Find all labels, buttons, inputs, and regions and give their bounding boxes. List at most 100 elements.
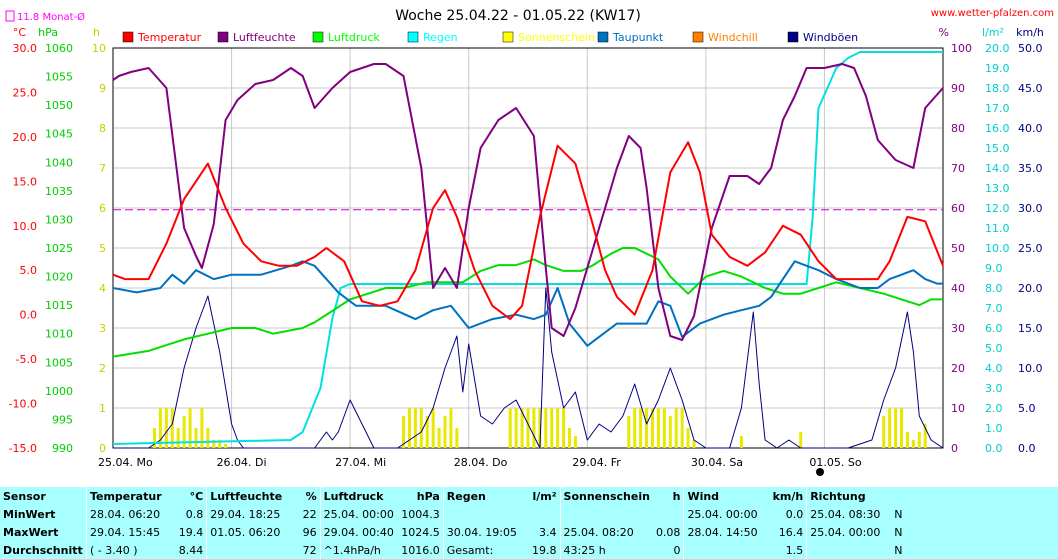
legend-label: Luftdruck <box>328 31 380 44</box>
pressure-axis-tick: 1050 <box>45 99 73 112</box>
x-axis-labels: 25.04. Mo 26.04. Di 27.04. Mi 28.04. Do 29.0… <box>98 456 862 469</box>
stats-cell: 1024.5 <box>401 525 440 539</box>
pressure-axis-tick: 1030 <box>45 213 73 226</box>
stats-cell: 0.8 <box>185 507 204 521</box>
rain-axis-tick: 17.0 <box>985 102 1010 115</box>
sunshine-bar <box>158 408 162 448</box>
wind-axis-tick: 15.0 <box>1018 322 1043 335</box>
temperature-axis-tick: 15.0 <box>13 175 38 188</box>
pressure-axis-tick: 1015 <box>45 299 73 312</box>
stats-cell: ^1.4hPa/h <box>319 541 399 559</box>
stats-cell <box>683 541 769 559</box>
legend-label: Windböen <box>803 31 858 44</box>
sunshine-axis-tick: 10 <box>92 42 106 55</box>
sunshine-bar <box>645 408 649 448</box>
sunshine-bar <box>218 440 222 448</box>
dewpoint-line <box>112 260 943 347</box>
humidity-axis-tick: 50 <box>951 242 965 255</box>
series-lines <box>112 51 944 449</box>
stats-cell: 1.5 <box>785 543 804 557</box>
stats-header-rain: Regen <box>442 487 525 505</box>
x-tick-label: 26.04. Di <box>217 456 267 469</box>
pressure-axis-tick: 1035 <box>45 185 73 198</box>
stats-header-hum-unit: % <box>305 489 317 503</box>
sunshine-bar <box>633 408 637 448</box>
x-tick-label: 27.04. Mi <box>335 456 386 469</box>
stats-cell: 29.04. 18:25 <box>206 505 292 523</box>
wind-axis-tick: 35.0 <box>1018 162 1043 175</box>
stats-cell: 29.04. 15:45 <box>85 523 173 541</box>
windgust-line <box>113 287 944 449</box>
stats-cell: 25.04. 08:20 <box>559 523 653 541</box>
sunshine-bar <box>437 428 441 448</box>
legend-swatch <box>787 31 799 43</box>
stats-header-rain-unit: l/m² <box>532 489 557 503</box>
stats-cell <box>559 505 653 523</box>
x-tick-label: 01.05. So <box>809 456 861 469</box>
humidity-axis-tick: 70 <box>951 162 965 175</box>
rain-axis-tick: 4.0 <box>985 362 1003 375</box>
rain-axis-tick: 13.0 <box>985 182 1010 195</box>
sunshine-bar <box>686 428 690 448</box>
sunshine-axis-tick: 1 <box>99 402 106 415</box>
stats-cell: 0.08 <box>655 525 681 539</box>
sunshine-bar <box>538 408 542 448</box>
stats-cell: 72 <box>302 543 317 557</box>
sunshine-bar <box>544 408 548 448</box>
sunshine-bar <box>668 416 672 448</box>
stats-cell: N <box>894 507 903 521</box>
stats-cell: 25.04. 08:30 <box>806 505 892 523</box>
stats-cell: 29.04. 00:40 <box>319 523 399 541</box>
sunshine-bar <box>692 440 696 448</box>
sunshine-bar <box>200 408 204 448</box>
sunshine-bar <box>153 428 156 448</box>
humidity-axis-unit: % <box>939 26 949 39</box>
sunshine-bar <box>568 428 571 448</box>
weather-chart: Woche 25.04.22 - 01.05.22 (KW17) www.wet… <box>5 8 1054 476</box>
temperature-axis-tick: 20.0 <box>13 131 38 144</box>
stats-cell <box>206 541 292 559</box>
humidity-axis-tick: 60 <box>951 202 965 215</box>
wind-axis-tick: 45.0 <box>1018 82 1043 95</box>
temperature-axis-tick: 25.0 <box>13 86 38 99</box>
stats-cell: 25.04. 00:00 <box>683 505 769 523</box>
rain-axis-tick: 3.0 <box>985 382 1003 395</box>
rain-axis-tick: 15.0 <box>985 142 1010 155</box>
sunshine-bar <box>662 408 666 448</box>
sunshine-bar <box>674 408 678 448</box>
stats-cell: ( - 3.40 ) <box>85 541 173 559</box>
pressure-axis-tick: 1020 <box>45 271 73 284</box>
stats-cell: 8.44 <box>178 543 204 557</box>
temperature-axis-tick: 30.0 <box>13 42 38 55</box>
humidity-axis-tick: 40 <box>951 282 965 295</box>
rain-axis-unit: l/m² <box>982 26 1004 39</box>
rain-axis-tick: 5.0 <box>985 342 1003 355</box>
humidity-axis-tick: 100 <box>951 42 972 55</box>
x-tick-label: 25.04. Mo <box>98 456 153 469</box>
stats-header-hum: Luftfeuchte <box>206 487 292 505</box>
stats-cell <box>806 541 892 559</box>
sunshine-bar <box>413 408 417 448</box>
stats-cell: 96 <box>302 525 317 539</box>
wind-axis-tick: 5.0 <box>1018 402 1036 415</box>
pressure-line <box>112 247 943 358</box>
sunshine-bar <box>419 408 423 448</box>
stats-cell: 1004.3 <box>401 507 440 521</box>
sunshine-bar <box>799 432 803 448</box>
legend-swatch <box>217 31 229 43</box>
legend-swatch <box>692 31 704 43</box>
stats-cell: 19.4 <box>178 525 204 539</box>
temperature-axis-tick: -10.0 <box>9 398 37 411</box>
humidity-line <box>112 63 944 341</box>
stats-cell: 22 <box>302 507 317 521</box>
legend-label: Taupunkt <box>612 31 664 44</box>
stats-row-avg: Durchschnitt ( - 3.40 ) 8.44 72 ^1.4hPa/… <box>0 541 915 559</box>
stats-cell: 0 <box>673 543 681 557</box>
sunshine-bar <box>562 408 566 448</box>
sunshine-bars <box>153 408 927 448</box>
wind-axis-tick: 10.0 <box>1018 362 1043 375</box>
month-avg-label: 11.8 Monat-Ø <box>17 11 85 23</box>
stats-row-label: MaxWert <box>3 525 59 539</box>
stats-cell: 01.05. 06:20 <box>206 523 292 541</box>
rain-axis-tick: 10.0 <box>985 242 1010 255</box>
